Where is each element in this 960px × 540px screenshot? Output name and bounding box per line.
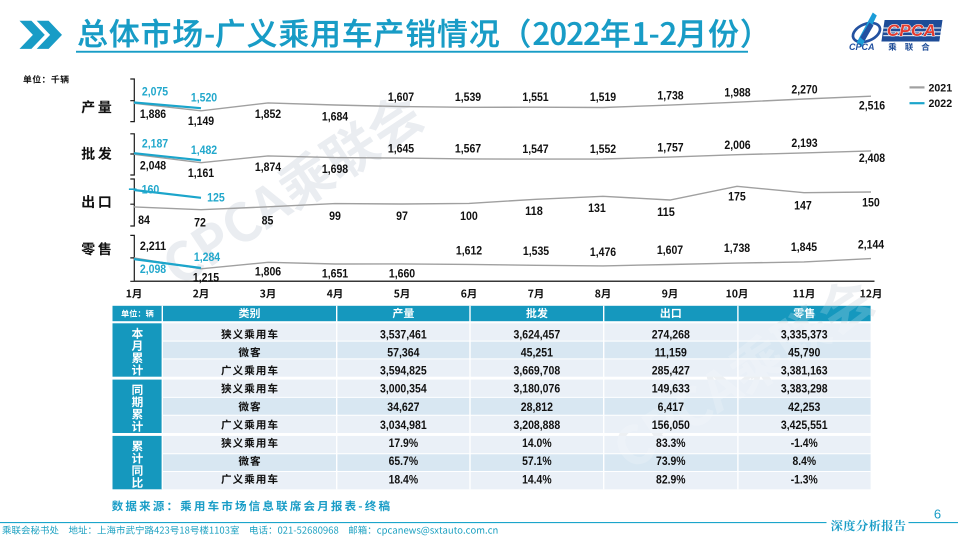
svg-text:28,812: 28,812 bbox=[521, 400, 553, 414]
svg-text:3,335,373: 3,335,373 bbox=[781, 327, 828, 341]
svg-text:14.0%: 14.0% bbox=[522, 436, 552, 450]
svg-text:2021: 2021 bbox=[929, 83, 953, 95]
svg-text:160: 160 bbox=[142, 182, 160, 196]
svg-text:1,684: 1,684 bbox=[322, 110, 349, 124]
svg-text:72: 72 bbox=[194, 215, 206, 229]
svg-text:1,547: 1,547 bbox=[522, 142, 549, 156]
svg-text:3,425,551: 3,425,551 bbox=[781, 418, 828, 432]
svg-text:1,551: 1,551 bbox=[522, 90, 549, 104]
svg-text:1,519: 1,519 bbox=[590, 90, 617, 104]
svg-text:156,050: 156,050 bbox=[652, 418, 690, 432]
svg-text:1,660: 1,660 bbox=[389, 266, 416, 280]
svg-text:131: 131 bbox=[588, 201, 606, 215]
svg-text:175: 175 bbox=[728, 190, 746, 204]
svg-text:1,215: 1,215 bbox=[193, 271, 220, 285]
svg-text:2,075: 2,075 bbox=[142, 84, 169, 98]
svg-text:1,149: 1,149 bbox=[188, 114, 215, 128]
svg-text:3,381,163: 3,381,163 bbox=[781, 364, 828, 378]
svg-text:2,048: 2,048 bbox=[140, 158, 167, 172]
svg-text:1,567: 1,567 bbox=[455, 142, 482, 156]
svg-text:3,383,298: 3,383,298 bbox=[781, 382, 828, 396]
svg-text:83.3%: 83.3% bbox=[656, 436, 686, 450]
svg-text:18.4%: 18.4% bbox=[389, 472, 419, 486]
svg-text:1,535: 1,535 bbox=[523, 244, 550, 258]
svg-text:42,253: 42,253 bbox=[788, 400, 820, 414]
svg-text:1,552: 1,552 bbox=[590, 142, 617, 156]
svg-text:1,476: 1,476 bbox=[590, 245, 617, 259]
svg-text:125: 125 bbox=[207, 190, 225, 204]
svg-text:99: 99 bbox=[329, 209, 341, 223]
svg-text:1,520: 1,520 bbox=[191, 90, 218, 104]
svg-text:65.7%: 65.7% bbox=[389, 454, 419, 468]
svg-text:11,159: 11,159 bbox=[655, 346, 687, 360]
svg-text:3,208,888: 3,208,888 bbox=[514, 418, 561, 432]
svg-text:3,624,457: 3,624,457 bbox=[514, 327, 561, 341]
svg-text:97: 97 bbox=[396, 209, 408, 223]
svg-text:1,988: 1,988 bbox=[724, 86, 751, 100]
svg-text:CPCA: CPCA bbox=[887, 21, 936, 40]
svg-text:1,284: 1,284 bbox=[194, 250, 221, 264]
svg-text:1,612: 1,612 bbox=[456, 243, 483, 257]
svg-text:2,098: 2,098 bbox=[140, 262, 167, 276]
svg-text:3,034,981: 3,034,981 bbox=[380, 418, 427, 432]
svg-text:3,537,461: 3,537,461 bbox=[380, 327, 427, 341]
svg-text:1,645: 1,645 bbox=[388, 141, 415, 155]
svg-text:2,006: 2,006 bbox=[724, 138, 751, 152]
svg-text:1,845: 1,845 bbox=[791, 240, 818, 254]
svg-text:1,698: 1,698 bbox=[322, 162, 349, 176]
svg-text:82.9%: 82.9% bbox=[656, 472, 686, 486]
svg-text:84: 84 bbox=[138, 213, 150, 227]
svg-text:6: 6 bbox=[934, 506, 941, 521]
svg-text:100: 100 bbox=[460, 209, 478, 223]
svg-text:1,651: 1,651 bbox=[322, 266, 349, 280]
svg-text:45,790: 45,790 bbox=[788, 346, 820, 360]
svg-text:6,417: 6,417 bbox=[658, 400, 685, 414]
svg-text:3,594,825: 3,594,825 bbox=[380, 364, 427, 378]
svg-text:1,738: 1,738 bbox=[657, 89, 684, 103]
svg-text:1,806: 1,806 bbox=[255, 265, 282, 279]
svg-text:1,886: 1,886 bbox=[140, 107, 167, 121]
svg-text:2,187: 2,187 bbox=[142, 136, 169, 150]
svg-text:57,364: 57,364 bbox=[387, 346, 419, 360]
svg-text:34,627: 34,627 bbox=[387, 400, 419, 414]
svg-text:85: 85 bbox=[262, 213, 274, 227]
svg-text:1,852: 1,852 bbox=[255, 107, 282, 121]
svg-text:1,482: 1,482 bbox=[191, 143, 218, 157]
svg-text:57.1%: 57.1% bbox=[522, 454, 552, 468]
svg-text:14.4%: 14.4% bbox=[522, 472, 552, 486]
svg-text:2,193: 2,193 bbox=[791, 136, 818, 150]
svg-text:17.9%: 17.9% bbox=[389, 436, 419, 450]
svg-text:115: 115 bbox=[657, 205, 675, 219]
svg-text:-1.4%: -1.4% bbox=[791, 436, 818, 450]
svg-text:2,211: 2,211 bbox=[140, 239, 167, 253]
svg-text:-1.3%: -1.3% bbox=[791, 472, 818, 486]
svg-text:2,144: 2,144 bbox=[858, 237, 885, 251]
svg-text:1,874: 1,874 bbox=[255, 160, 282, 174]
svg-text:8.4%: 8.4% bbox=[792, 454, 816, 468]
svg-text:118: 118 bbox=[525, 204, 543, 218]
svg-text:1,607: 1,607 bbox=[388, 90, 415, 104]
svg-text:2,270: 2,270 bbox=[791, 83, 818, 97]
svg-text:2022: 2022 bbox=[929, 98, 953, 110]
svg-text:73.9%: 73.9% bbox=[656, 454, 686, 468]
svg-text:149,633: 149,633 bbox=[652, 382, 690, 396]
svg-text:3,669,708: 3,669,708 bbox=[514, 364, 561, 378]
svg-text:274,268: 274,268 bbox=[652, 327, 690, 341]
svg-text:1,161: 1,161 bbox=[188, 166, 215, 180]
svg-text:1,607: 1,607 bbox=[657, 243, 684, 257]
svg-text:1,738: 1,738 bbox=[724, 241, 751, 255]
svg-text:150: 150 bbox=[862, 196, 880, 210]
svg-text:285,427: 285,427 bbox=[652, 364, 690, 378]
svg-text:147: 147 bbox=[794, 198, 812, 212]
svg-text:2,516: 2,516 bbox=[859, 98, 886, 112]
svg-text:CPCA: CPCA bbox=[849, 42, 875, 52]
svg-text:45,251: 45,251 bbox=[521, 346, 553, 360]
svg-text:1,539: 1,539 bbox=[455, 90, 482, 104]
svg-text:2,408: 2,408 bbox=[859, 151, 886, 165]
svg-text:3,000,354: 3,000,354 bbox=[380, 382, 427, 396]
svg-text:1,757: 1,757 bbox=[657, 140, 684, 154]
svg-text:3,180,076: 3,180,076 bbox=[514, 382, 561, 396]
